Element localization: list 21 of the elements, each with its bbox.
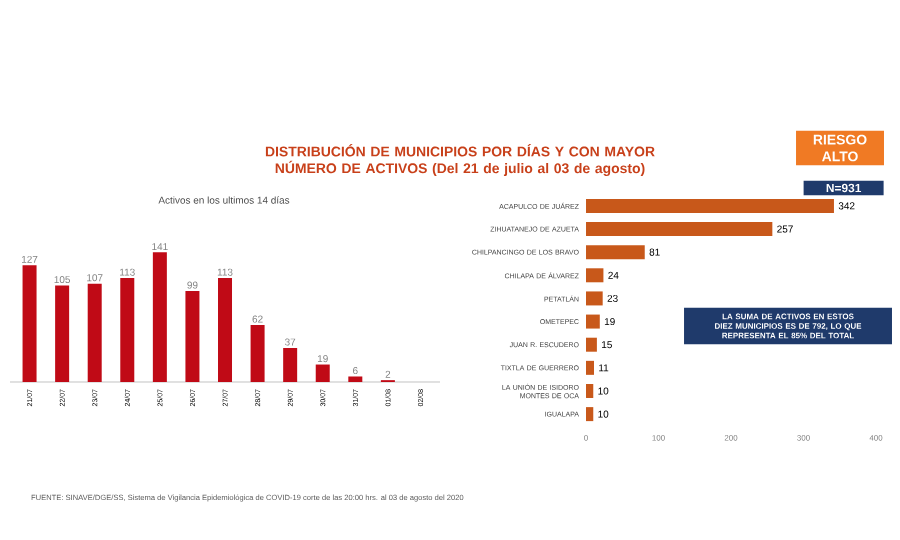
bar [586, 222, 773, 237]
bar [152, 252, 167, 382]
bar [250, 325, 265, 382]
bar [55, 285, 70, 382]
bar [283, 347, 298, 382]
bar [218, 278, 233, 382]
bar [315, 364, 330, 382]
bar [586, 360, 594, 375]
bar [586, 337, 597, 352]
bar [586, 198, 834, 213]
bar [586, 383, 594, 398]
bar [586, 314, 600, 329]
bar [586, 245, 645, 260]
bar [586, 291, 603, 306]
bar [120, 278, 135, 382]
bar [87, 283, 102, 382]
bar [586, 268, 604, 283]
bar [586, 407, 594, 422]
bar [22, 265, 37, 382]
bar [348, 376, 363, 382]
bar [185, 290, 200, 382]
